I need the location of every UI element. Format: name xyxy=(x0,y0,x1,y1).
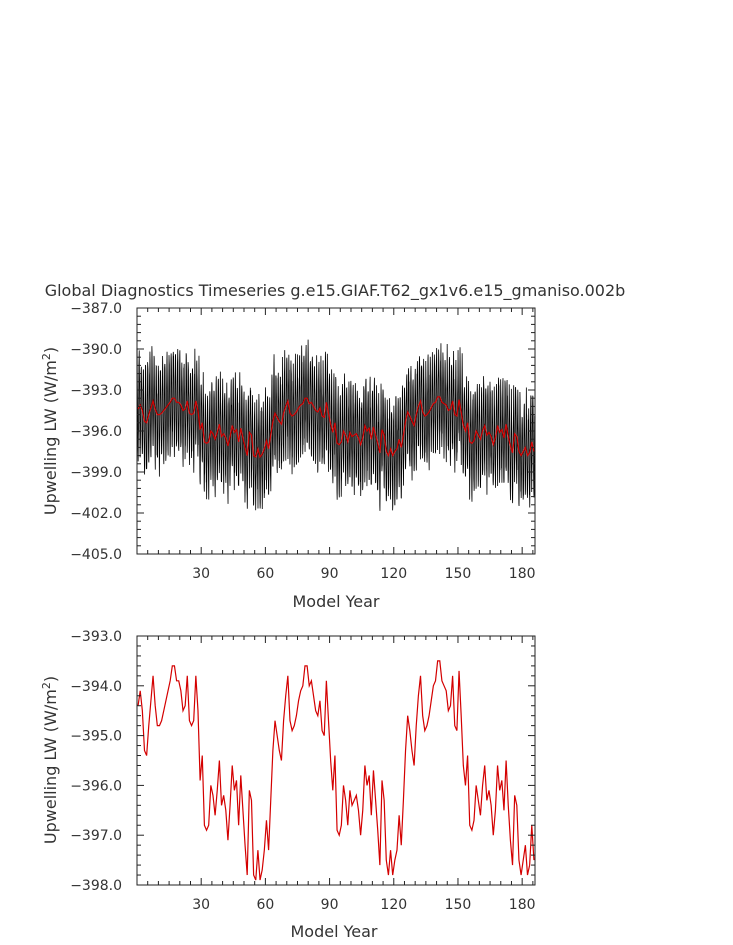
top-y-axis-label-sup: 2 xyxy=(40,353,53,360)
top-y-tick-label: −393.0 xyxy=(70,383,122,399)
top-x-tick-label: 60 xyxy=(256,566,274,582)
bottom-x-tick-label: 150 xyxy=(445,897,472,913)
bottom-y-tick-label: −394.0 xyxy=(70,679,122,695)
top-y-tick-label: −405.0 xyxy=(70,547,122,563)
top-series-layer xyxy=(136,339,536,511)
top-y-tick-label: −402.0 xyxy=(70,506,122,522)
top-y-axis-label-end: ) xyxy=(41,347,60,353)
top-x-tick-label: 30 xyxy=(192,566,210,582)
bottom-y-tick-label: −396.0 xyxy=(70,778,122,794)
top-y-tick-label: −399.0 xyxy=(70,465,122,481)
top-x-tick-label: 120 xyxy=(380,566,407,582)
bottom-panel: −393.0 −394.0 −395.0 −396.0 −397.0 −398.0 30 60… xyxy=(40,629,536,941)
top-y-axis-label: Upwelling LW (W/m2) xyxy=(40,347,60,515)
bottom-y-tick-label: −397.0 xyxy=(70,828,122,844)
bottom-y-axis-label-sup: 2 xyxy=(40,682,53,689)
figure-title: Global Diagnostics Timeseries g.e15.GIAF… xyxy=(45,281,626,301)
top-x-tick-label: 180 xyxy=(509,566,536,582)
bottom-series-layer xyxy=(137,660,535,881)
top-y-tick-label: −390.0 xyxy=(70,342,122,358)
bottom-plot-frame xyxy=(136,635,536,886)
top-series-monthly xyxy=(136,339,536,511)
top-x-axis-label: Model Year xyxy=(293,592,380,611)
top-series-annual-mean xyxy=(137,396,535,459)
bottom-series-annual-mean xyxy=(137,660,535,881)
bottom-axes: −393.0 −394.0 −395.0 −396.0 −397.0 −398.0 30 60… xyxy=(70,629,535,913)
bottom-y-tick-label: −393.0 xyxy=(70,629,122,645)
bottom-x-tick-label: 90 xyxy=(321,897,339,913)
bottom-y-axis-label-end: ) xyxy=(41,676,60,682)
bottom-y-axis-label: Upwelling LW (W/m2) xyxy=(40,676,60,844)
top-x-tick-label: 150 xyxy=(445,566,472,582)
top-x-tick-label: 90 xyxy=(321,566,339,582)
bottom-x-axis-label: Model Year xyxy=(291,922,378,941)
bottom-x-tick-label: 120 xyxy=(380,897,407,913)
top-panel: −387.0 −390.0 −393.0 −396.0 −399.0 −402.0 −405… xyxy=(40,301,536,611)
bottom-x-tick-label: 180 xyxy=(509,897,536,913)
bottom-x-tick-label: 60 xyxy=(256,897,274,913)
top-y-tick-label: −396.0 xyxy=(70,424,122,440)
top-y-axis-label-main: Upwelling LW (W/m xyxy=(41,360,60,515)
bottom-x-tick-label: 30 xyxy=(192,897,210,913)
top-axes: −387.0 −390.0 −393.0 −396.0 −399.0 −402.0 −405… xyxy=(70,301,535,582)
bottom-y-axis-label-main: Upwelling LW (W/m xyxy=(41,689,60,844)
bottom-y-tick-label: −395.0 xyxy=(70,729,122,745)
bottom-y-tick-label: −398.0 xyxy=(70,878,122,894)
top-y-tick-label: −387.0 xyxy=(70,301,122,317)
